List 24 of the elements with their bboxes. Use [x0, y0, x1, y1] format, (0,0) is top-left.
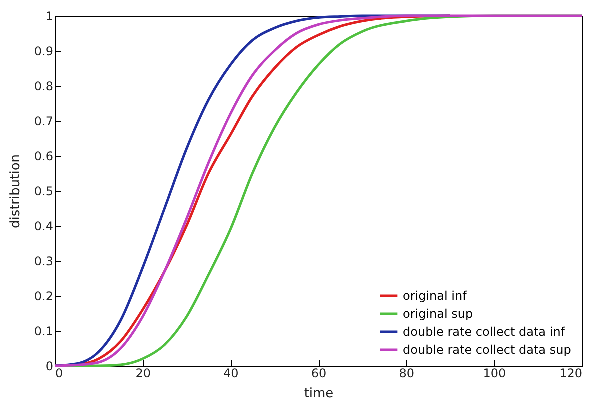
y-tick-label: 0.3: [34, 254, 54, 268]
line-series: [54, 14, 584, 368]
y-tick-label: 0.7: [34, 114, 54, 128]
legend-label: original inf: [403, 289, 468, 303]
x-tick-label: 100: [483, 366, 506, 380]
y-tick-label: 0.9: [34, 44, 54, 58]
y-tick-label: 0.1: [34, 324, 54, 338]
y-axis-title: distribution: [8, 154, 24, 229]
y-tick-label: 0.8: [34, 80, 54, 94]
x-tick-label: 80: [399, 366, 414, 380]
legend-label: double rate collect data inf: [403, 325, 566, 339]
x-tick-label: 40: [224, 366, 239, 380]
y-tick-label: 1: [46, 10, 54, 24]
legend-label: original sup: [403, 307, 474, 321]
y-tick-label: 0.5: [34, 184, 54, 198]
x-tick-label: 0: [56, 366, 64, 380]
y-tick-label: 0.2: [34, 290, 54, 304]
y-tick-label: 0.4: [34, 220, 54, 234]
legend-label: double rate collect data sup: [403, 343, 572, 357]
y-tick-label: 0.6: [34, 150, 54, 164]
x-tick-label: 120: [560, 366, 582, 380]
x-axis-title: time: [304, 386, 334, 402]
x-tick-label: 60: [311, 366, 327, 380]
x-tick-label: 20: [136, 366, 151, 380]
